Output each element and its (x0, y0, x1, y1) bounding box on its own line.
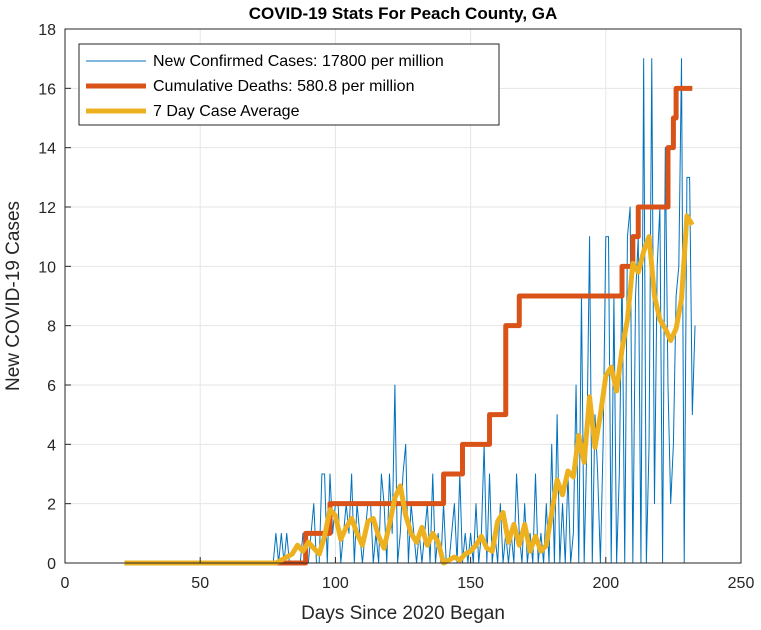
y-axis-label: New COVID-19 Cases (3, 201, 24, 391)
y-tick-label: 4 (47, 437, 56, 454)
x-tick-label: 0 (61, 575, 70, 592)
x-tick-label: 250 (728, 575, 755, 592)
y-tick-label: 0 (47, 556, 56, 573)
series-7-day-average (124, 213, 695, 566)
x-tick-label: 100 (322, 575, 349, 592)
legend: New Confirmed Cases: 17800 per million C… (78, 43, 500, 126)
legend-label-7-day-average: 7 Day Case Average (153, 103, 300, 120)
series-new-confirmed-cases (124, 58, 696, 564)
x-axis-label: Days Since 2020 Began (301, 603, 505, 624)
y-tick-label: 18 (38, 22, 56, 39)
y-tick-label: 12 (38, 200, 56, 217)
y-tick-label: 2 (47, 497, 56, 514)
x-tick-label: 150 (457, 575, 484, 592)
chart-title: COVID-19 Stats For Peach County, GA (249, 4, 558, 23)
ticks: 0 50 100 150 200 250 0 2 4 6 8 10 12 14 16 18 (38, 22, 754, 592)
series-cumulative-deaths (124, 85, 693, 566)
series-layer (124, 58, 696, 566)
legend-label-cumulative-deaths: Cumulative Deaths: 580.8 per million (153, 78, 414, 95)
y-tick-label: 6 (47, 378, 56, 395)
y-tick-label: 16 (38, 81, 56, 98)
y-tick-label: 8 (47, 319, 56, 336)
legend-label-new-cases: New Confirmed Cases: 17800 per million (153, 53, 444, 70)
x-tick-label: 200 (592, 575, 619, 592)
x-tick-label: 50 (191, 575, 209, 592)
y-tick-label: 14 (38, 141, 56, 158)
y-tick-label: 10 (38, 259, 56, 276)
plot-frame (64, 28, 742, 564)
legend-box (78, 43, 500, 126)
